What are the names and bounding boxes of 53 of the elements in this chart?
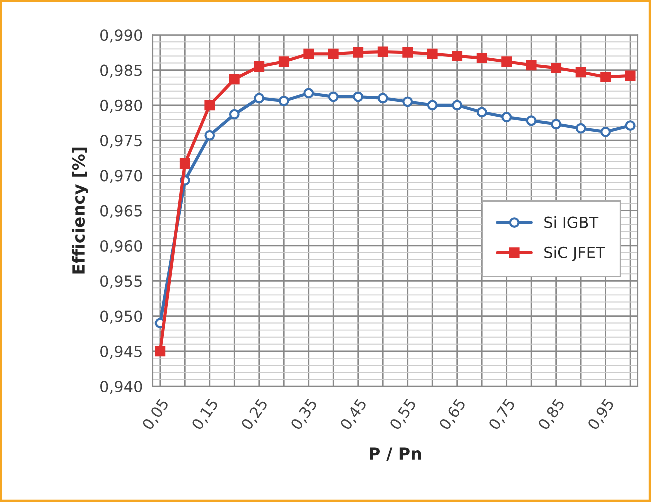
point: [278, 56, 290, 68]
point: [304, 48, 314, 60]
point: [600, 72, 612, 83]
point: [378, 93, 388, 104]
point: [204, 130, 216, 141]
point: [328, 92, 339, 102]
point: [600, 126, 612, 138]
point: [353, 92, 364, 102]
y-tick-label: 0,940: [100, 381, 142, 394]
legend-label: SiC JFET: [544, 246, 606, 262]
y-axis-title: Efficiency [%]: [72, 148, 88, 274]
point: [427, 48, 438, 60]
point: [402, 96, 414, 108]
point: [254, 93, 265, 104]
x-axis-title: P / Pn: [370, 448, 422, 462]
y-tick-label: 0,950: [100, 310, 142, 324]
point: [576, 123, 586, 134]
y-tick-label: 0,970: [100, 170, 142, 184]
point: [328, 48, 339, 60]
point: [476, 107, 488, 118]
point: [353, 48, 364, 58]
point: [378, 46, 388, 58]
y-tick-label: 0,990: [100, 30, 142, 43]
point: [402, 48, 414, 58]
point: [155, 346, 166, 357]
point: [551, 119, 562, 130]
y-tick-label: 0,975: [100, 135, 142, 148]
y-tick-label: 0,985: [100, 64, 142, 78]
point: [476, 53, 488, 64]
point: [576, 67, 586, 78]
point: [625, 70, 636, 82]
point: [229, 74, 240, 85]
point: [502, 112, 512, 123]
point: [502, 56, 512, 68]
point: [254, 62, 265, 72]
point: [180, 158, 190, 169]
point: [625, 120, 636, 132]
point: [551, 62, 562, 74]
point: [452, 100, 463, 111]
point: [304, 88, 314, 99]
y-tick-label: 0,945: [100, 346, 142, 359]
point: [229, 109, 240, 120]
y-tick-label: 0,965: [100, 205, 142, 218]
point: [278, 96, 290, 106]
point: [526, 116, 537, 126]
point: [526, 60, 537, 71]
y-tick-label: 0,960: [100, 240, 142, 254]
point: [204, 100, 216, 111]
point: [427, 100, 438, 111]
y-tick-label: 0,955: [100, 276, 142, 289]
y-tick-label: 0,980: [100, 100, 142, 113]
point: [452, 51, 463, 62]
legend-label: Si IGBT: [544, 216, 599, 228]
